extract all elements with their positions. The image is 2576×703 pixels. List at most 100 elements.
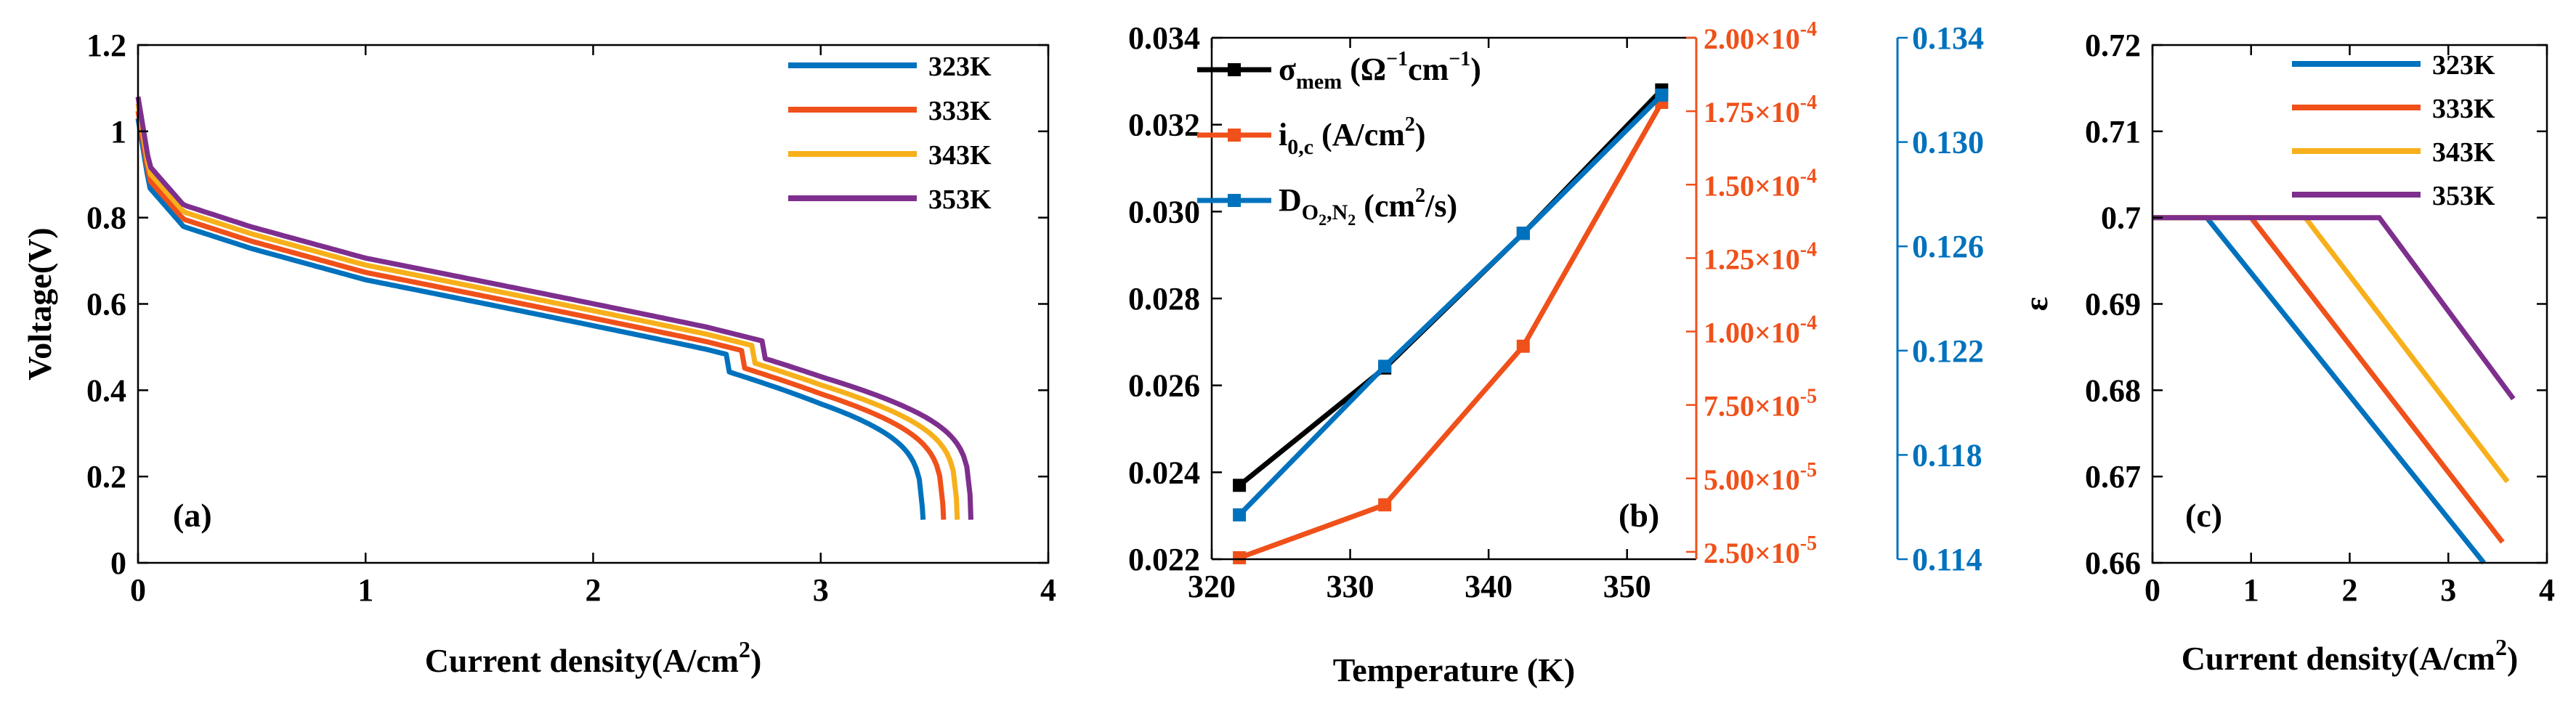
right-1-tick-label: 2.00×10-4 [1704, 18, 1817, 55]
tick-mantissa: 5.00×10 [1704, 463, 1800, 496]
right-1-tick-label: 1.75×10-4 [1704, 92, 1817, 129]
y-tick-label: 0.2 [86, 459, 126, 495]
left-tick-label: 0.026 [1128, 368, 1200, 404]
y-tick-label: 0.6 [86, 287, 126, 322]
legend-mid: cm [1408, 52, 1449, 87]
legend-sup2: −1 [1449, 48, 1470, 70]
x-tick-label: 4 [1040, 572, 1056, 608]
tick-exponent: -4 [1800, 18, 1817, 41]
y-axis-label: Voltage(V) [21, 227, 58, 380]
x-tick-label: 330 [1327, 569, 1374, 604]
series-marker-right_2 [1655, 88, 1669, 102]
right-2-tick-label: 0.134 [1912, 20, 1984, 56]
legend-label-353K: 353K [928, 184, 992, 215]
x-tick-label: 340 [1465, 569, 1512, 604]
tick-exponent: -4 [1800, 238, 1817, 261]
x-tick-label: 4 [2539, 572, 2555, 608]
y-tick-label: 0.66 [2085, 545, 2141, 581]
tick-exponent: -5 [1800, 386, 1817, 408]
legend-end: ) [1415, 117, 1426, 153]
right-2-tick-label: 0.126 [1912, 229, 1984, 264]
tick-mantissa: 2.00×10 [1704, 23, 1800, 55]
panel-a: 0 1 2 3 4 0 0.2 0.4 0.6 0.8 1 1.2 Current density(A/… [21, 28, 1056, 679]
x-axis-label: Current density(A/cm2) [425, 636, 762, 679]
left-tick-label: 0.028 [1128, 281, 1200, 317]
panel-label: (a) [173, 497, 212, 534]
left-tick-label: 0.024 [1128, 455, 1200, 490]
right-2-tick-label: 0.122 [1912, 333, 1984, 369]
x-axis-label-end: ) [2507, 640, 2518, 677]
x-tick-label: 2 [586, 572, 602, 608]
series-marker-right_1 [1516, 339, 1530, 353]
panel-c: 0 1 2 3 4 0.66 0.67 0.68 0.69 0.7 0.71 0.72 Current … [2017, 28, 2555, 677]
x-axis-label-end: ) [750, 642, 761, 679]
y-tick-label: 1.2 [86, 28, 126, 63]
legend-rest: (cm [1356, 188, 1415, 224]
legend-sup1: 2 [1415, 184, 1425, 207]
tick-mantissa: 1.00×10 [1704, 317, 1800, 349]
x-tick-label: 0 [130, 572, 146, 608]
y-tick-label: 0.68 [2085, 373, 2141, 408]
left-tick-label: 0.022 [1128, 542, 1200, 577]
legend-sup1: −1 [1386, 48, 1408, 70]
legend-rest: (Ω [1342, 52, 1386, 87]
tick-mantissa: 2.50×10 [1704, 537, 1800, 569]
x-tick-label: 350 [1603, 569, 1651, 604]
legend-sub2: ,N [1327, 200, 1348, 224]
series-line-right_1 [1238, 101, 1664, 561]
line-343K [2152, 215, 2510, 484]
series-marker-right_1 [1233, 550, 1247, 564]
legend-label-343K: 343K [2432, 137, 2495, 168]
right-1-tick-label: 1.25×10-4 [1704, 238, 1817, 275]
text-part: Current density(A/cm [425, 642, 739, 679]
x-tick-label: 3 [2440, 572, 2456, 608]
legend-end: ) [1470, 52, 1481, 87]
right-1-tick-label: 1.00×10-4 [1704, 312, 1817, 349]
y-axis-label: ε [2017, 297, 2054, 312]
tick-mantissa: 1.75×10 [1704, 96, 1800, 129]
tick-mantissa: 7.50×10 [1704, 390, 1800, 423]
x-axis-label-sup: 2 [2495, 634, 2507, 660]
series-marker-right_2 [1233, 508, 1247, 521]
legend-sub: mem [1296, 70, 1342, 94]
legend-label-333K: 333K [928, 96, 992, 126]
y-tick-label: 0.69 [2085, 287, 2141, 322]
panel-label: (b) [1619, 497, 1659, 534]
legend-marker-left [1228, 63, 1241, 76]
tick-exponent: -4 [1800, 312, 1817, 335]
x-axis-label: Current density(A/cm2) [2182, 634, 2519, 677]
legend-label-333K: 333K [2432, 94, 2495, 124]
series-marker-right_2 [1516, 227, 1530, 240]
y-tick-label: 0.71 [2085, 114, 2141, 150]
legend-subsub: 2 [1319, 211, 1327, 229]
curve-333K [135, 110, 947, 520]
series-line-right_2 [1237, 93, 1664, 517]
right-1-tick-label: 1.50×10-4 [1704, 165, 1817, 202]
right-2-tick-label: 0.130 [1912, 125, 1984, 160]
x-axis-label: Temperature (K) [1333, 651, 1575, 688]
y-tick-label: 0.4 [86, 373, 126, 408]
x-tick-label: 3 [813, 572, 829, 608]
left-tick-label: 0.032 [1128, 107, 1200, 143]
right-1-tick-label: 2.50×10-5 [1704, 532, 1817, 569]
legend-sub: O [1302, 200, 1319, 224]
legend-label-left: σmem (Ω−1cm−1) [1279, 48, 1481, 94]
series-marker-right_2 [1378, 359, 1392, 373]
legend-label-343K: 343K [928, 140, 992, 171]
line-353K [2152, 215, 2516, 401]
y-tick-label: 0 [110, 545, 126, 581]
legend-main: D [1279, 182, 1302, 218]
legend-subsub2: 2 [1348, 211, 1356, 229]
y-tick-label: 0.67 [2085, 459, 2141, 495]
right-1-tick-label: 5.00×10-5 [1704, 459, 1817, 496]
legend-sup1: 2 [1405, 113, 1415, 136]
legend-marker-right_2 [1228, 194, 1241, 207]
left-tick-label: 0.034 [1128, 20, 1200, 56]
series-marker-right_1 [1378, 498, 1392, 512]
legend-label-323K: 323K [2432, 50, 2495, 81]
y-tick-label: 1 [110, 114, 126, 150]
legend-end: /s) [1425, 188, 1457, 224]
curve-353K [135, 96, 973, 520]
tick-mantissa: 1.50×10 [1704, 169, 1800, 202]
